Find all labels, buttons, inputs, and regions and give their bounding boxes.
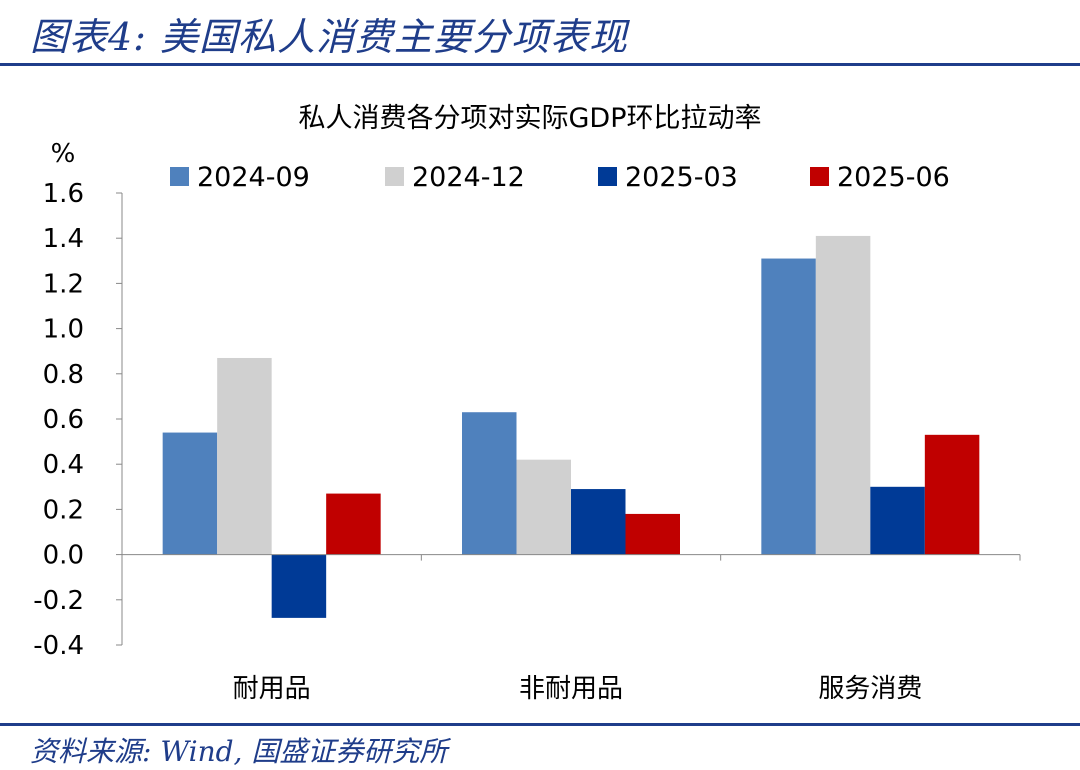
bar-2025-06-0 (326, 493, 381, 555)
y-tick-label: -0.2 (33, 586, 84, 616)
legend-swatch (810, 167, 829, 186)
x-category-label: 服务消费 (818, 674, 922, 704)
chart-title: 私人消费各分项对实际GDP环比拉动率 (299, 103, 762, 134)
bar-2025-06-2 (924, 434, 980, 555)
bar-2025-03-2 (870, 486, 925, 555)
top-divider (0, 63, 1080, 66)
y-tick-label: 0.6 (43, 405, 84, 435)
bars (162, 235, 980, 618)
y-tick-label: 1.4 (43, 224, 84, 254)
legend-label: 2024-12 (412, 162, 525, 193)
legend: 2024-09 2024-12 2025-03 2025-06 (170, 162, 950, 193)
bar-2024-09-2 (761, 258, 816, 555)
bar-2025-03-1 (571, 489, 626, 555)
y-axis-unit: % (51, 139, 76, 169)
bar-2024-09-1 (462, 412, 517, 555)
bar-2024-12-2 (815, 235, 871, 555)
figure-title: 图表4: 美国私人消费主要分项表现 (30, 15, 629, 59)
y-tick-label: 0.0 (43, 541, 84, 571)
bar-2025-03-0 (271, 554, 327, 618)
legend-swatch (598, 167, 617, 186)
x-category-label: 非耐用品 (519, 674, 623, 704)
legend-swatch (385, 167, 404, 186)
y-tick-label: 0.4 (43, 450, 84, 480)
legend-swatch (170, 167, 189, 186)
axes (121, 193, 1021, 645)
legend-label: 2025-06 (837, 162, 950, 193)
y-tick-label: 0.8 (43, 360, 84, 390)
y-tick-label: 1.0 (43, 315, 84, 345)
legend-label: 2025-03 (625, 162, 738, 193)
bar-2024-12-1 (516, 459, 571, 555)
source-note: 资料来源: Wind, 国盛证券研究所 (30, 735, 448, 768)
y-tick-label: -0.4 (33, 631, 84, 661)
chart: 私人消费各分项对实际GDP环比拉动率 % 2024-09 2024-12 2025-… (33, 103, 1021, 704)
x-category-label: 耐用品 (233, 674, 311, 704)
bar-2024-12-0 (217, 357, 272, 555)
y-tick-label: 1.2 (43, 269, 84, 299)
y-tick-label: 1.6 (43, 179, 84, 209)
legend-label: 2024-09 (197, 162, 310, 193)
bar-2025-06-1 (625, 513, 680, 555)
y-tick-label: 0.2 (43, 495, 84, 525)
y-axis-ticks: -0.4 -0.2 0.0 0.2 0.4 0.6 0.8 1.0 1.2 1.4 1.6 (33, 179, 122, 661)
x-axis-labels: 耐用品 非耐用品 服务消费 (233, 674, 923, 704)
bar-2024-09-0 (162, 432, 218, 555)
bottom-divider (0, 723, 1080, 726)
